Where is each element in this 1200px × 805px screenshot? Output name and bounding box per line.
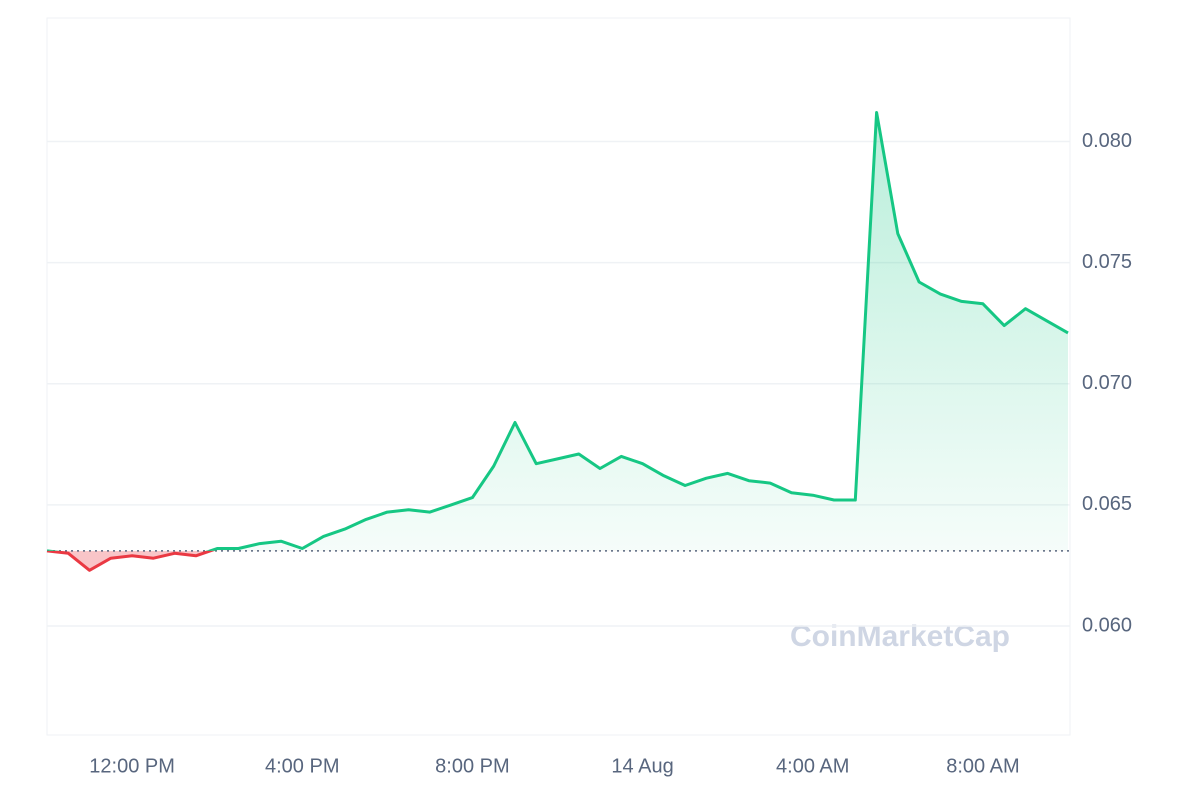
x-tick-label: 12:00 PM <box>89 755 175 777</box>
y-tick-label: 0.075 <box>1082 251 1132 273</box>
x-tick-label: 8:00 AM <box>946 755 1019 777</box>
watermark: CoinMarketCap <box>790 620 1010 653</box>
x-tick-label: 8:00 PM <box>435 755 509 777</box>
y-tick-label: 0.070 <box>1082 372 1132 394</box>
x-tick-label: 14 Aug <box>611 755 673 777</box>
x-tick-label: 4:00 AM <box>776 755 849 777</box>
price-line-up <box>46 111 1069 551</box>
area-down <box>47 550 211 571</box>
area-up <box>47 112 1068 551</box>
y-tick-label: 0.060 <box>1082 614 1132 636</box>
plot-frame <box>46 17 1071 736</box>
y-tick-label: 0.080 <box>1082 130 1132 152</box>
x-tick-label: 4:00 PM <box>265 755 339 777</box>
y-tick-label: 0.065 <box>1082 493 1132 515</box>
